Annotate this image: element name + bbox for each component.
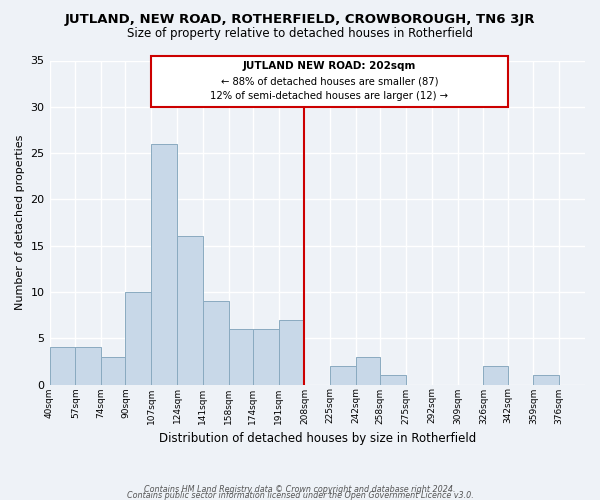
Text: Contains public sector information licensed under the Open Government Licence v3: Contains public sector information licen… <box>127 490 473 500</box>
FancyBboxPatch shape <box>151 56 508 107</box>
Bar <box>330 366 356 384</box>
Y-axis label: Number of detached properties: Number of detached properties <box>15 135 25 310</box>
Bar <box>151 144 177 384</box>
Bar <box>125 292 151 384</box>
Bar <box>177 236 203 384</box>
Text: 12% of semi-detached houses are larger (12) →: 12% of semi-detached houses are larger (… <box>211 91 448 101</box>
Text: ← 88% of detached houses are smaller (87): ← 88% of detached houses are smaller (87… <box>221 76 438 86</box>
Bar <box>253 329 278 384</box>
Text: Contains HM Land Registry data © Crown copyright and database right 2024.: Contains HM Land Registry data © Crown c… <box>144 485 456 494</box>
Bar <box>484 366 508 384</box>
Bar <box>203 301 229 384</box>
Bar <box>229 329 253 384</box>
Bar <box>356 356 380 384</box>
Bar <box>50 348 76 385</box>
Bar <box>76 348 101 385</box>
X-axis label: Distribution of detached houses by size in Rotherfield: Distribution of detached houses by size … <box>158 432 476 445</box>
Text: Size of property relative to detached houses in Rotherfield: Size of property relative to detached ho… <box>127 28 473 40</box>
Text: JUTLAND, NEW ROAD, ROTHERFIELD, CROWBOROUGH, TN6 3JR: JUTLAND, NEW ROAD, ROTHERFIELD, CROWBORO… <box>65 12 535 26</box>
Bar <box>533 376 559 384</box>
Bar <box>101 356 125 384</box>
Bar <box>380 376 406 384</box>
Text: JUTLAND NEW ROAD: 202sqm: JUTLAND NEW ROAD: 202sqm <box>243 62 416 72</box>
Bar <box>278 320 304 384</box>
